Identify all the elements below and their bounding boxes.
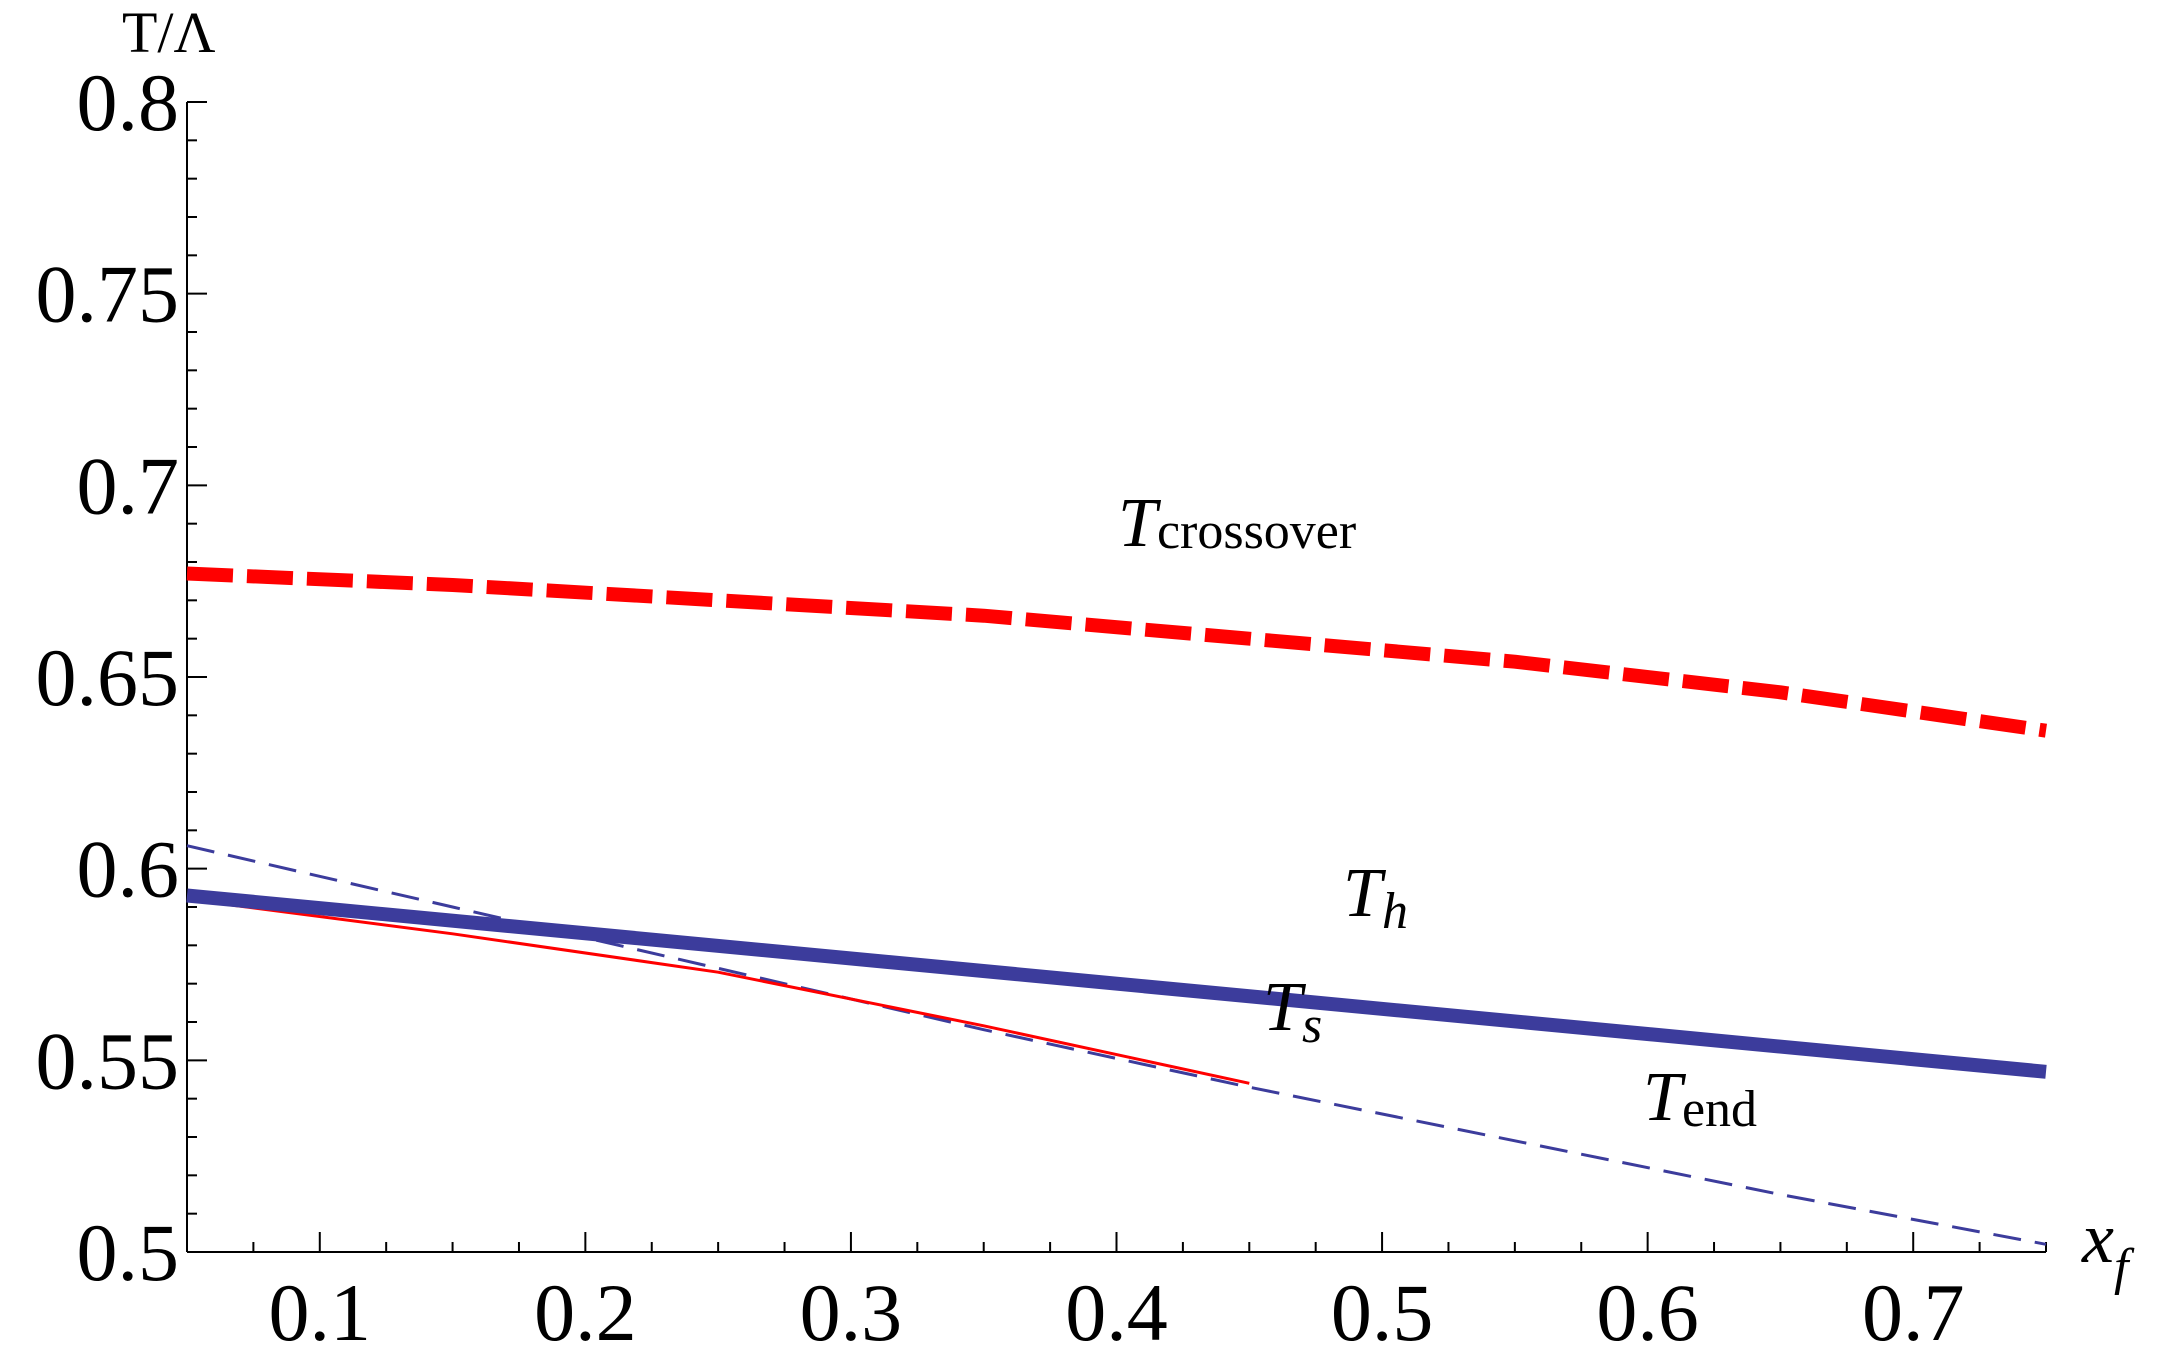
y-tick-label: 0.75 — [36, 249, 180, 340]
x-tick-label: 0.6 — [1596, 1267, 1699, 1358]
series-label-t-h: Th — [1343, 855, 1408, 940]
series-line-t-s — [186, 897, 1250, 1085]
x-tick-label: 0.4 — [1065, 1267, 1168, 1358]
series-label-t-crossover: Tcrossover — [1118, 485, 1356, 562]
x-tick-label: 0.2 — [534, 1267, 637, 1358]
series-line-t-crossover — [186, 566, 2048, 738]
y-tick-label: 0.8 — [77, 57, 180, 148]
y-tick-label: 0.55 — [36, 1015, 180, 1106]
series-label-t-end: Tend — [1643, 1059, 1757, 1138]
x-tick-label: 0.7 — [1862, 1267, 1965, 1358]
series-line-t-end — [186, 844, 2047, 1246]
x-axis-title: xf — [2081, 1198, 2135, 1296]
series-line-t-h — [186, 888, 2047, 1079]
x-tick-label: 0.1 — [269, 1267, 372, 1358]
y-tick-label: 0.5 — [77, 1207, 180, 1298]
x-axis: 0.1 0.2 0.3 0.4 0.5 0.6 0.7 — [186, 1232, 2047, 1358]
y-axis: 0.5 0.55 0.6 0.65 0.7 0.75 0.8 — [36, 57, 207, 1298]
series-lines — [186, 566, 2048, 1246]
x-tick-label: 0.5 — [1331, 1267, 1434, 1358]
y-tick-label: 0.65 — [36, 632, 180, 723]
y-tick-label: 0.6 — [77, 824, 180, 915]
y-tick-label: 0.7 — [77, 440, 180, 531]
y-axis-title: T/Λ — [122, 0, 216, 65]
x-tick-label: 0.3 — [800, 1267, 903, 1358]
series-label-t-s: Ts — [1263, 969, 1322, 1054]
